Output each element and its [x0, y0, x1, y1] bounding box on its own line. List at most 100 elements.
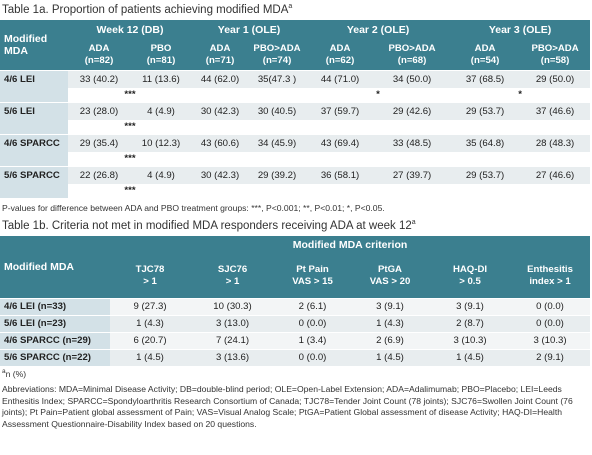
row-label: 4/6 SPARCC: [0, 133, 68, 152]
cell: 3 (9.1): [430, 297, 510, 315]
cell: 3 (13.0): [190, 314, 275, 332]
cell: 10 (30.3): [190, 297, 275, 315]
significance: [306, 183, 451, 198]
header-line: > 1: [225, 275, 240, 287]
significance: *: [450, 87, 591, 102]
header-line: ADA: [88, 42, 110, 54]
n-note: an (%): [2, 366, 587, 380]
cell: 33 (48.5): [374, 133, 451, 152]
significance-row: ***: [0, 151, 591, 166]
header-line: PBO: [150, 42, 172, 54]
cell: 23 (28.0): [68, 101, 130, 120]
cell: 33 (40.2): [68, 69, 130, 88]
header-line: PtGA: [378, 263, 402, 275]
criterion-header: TJC78 > 1: [110, 254, 190, 298]
cell: 0 (0.0): [510, 314, 591, 332]
significance: [306, 119, 451, 134]
cell: 37 (59.7): [306, 101, 375, 120]
significance: [450, 151, 591, 166]
criterion-header: SJC76 > 1: [190, 254, 275, 298]
row-label: 4/6 LEI (n=33): [0, 297, 110, 315]
significance: [192, 87, 307, 102]
cell: 44 (71.0): [306, 69, 375, 88]
abbreviations: Abbreviations: MDA=Minimal Disease Activ…: [2, 384, 573, 429]
cell: 22 (26.8): [68, 165, 130, 184]
row-label: 4/6 SPARCC (n=29): [0, 331, 110, 349]
cell: 27 (39.7): [374, 165, 451, 184]
cell: 4 (4.9): [130, 101, 193, 120]
header-line: > 1: [143, 275, 157, 287]
data-row: 4/6 SPARCC (n=29) 6 (20.7) 7 (24.1) 1 (3.4)…: [0, 331, 591, 349]
header-line: (n=62): [325, 54, 355, 66]
cell: 0 (0.0): [275, 314, 350, 332]
subheader-row: TJC78 > 1 SJC76 > 1 Pt Pain VAS > 15 PtGA VAS >…: [0, 254, 591, 298]
cell: 9 (27.3): [110, 297, 190, 315]
cell: 27 (46.6): [520, 165, 591, 184]
cell: 30 (40.5): [248, 101, 307, 120]
cell: 36 (58.1): [306, 165, 375, 184]
cell: 34 (45.9): [248, 133, 307, 152]
title-text: Table 1a. Proportion of patients achievi…: [2, 3, 289, 16]
header-line: ADA: [329, 42, 351, 54]
arm-header: PBO>ADA (n=68): [374, 40, 451, 70]
criterion-header: Enthesitis index > 1: [510, 254, 591, 298]
header-line: (n=71): [205, 54, 235, 66]
significance: ***: [68, 119, 193, 134]
criterion-header: Pt Pain VAS > 15: [275, 254, 350, 298]
data-row: 5/6 SPARCC 22 (26.8) 4 (4.9) 30 (42.3) 29 (3…: [0, 165, 591, 184]
significance: [192, 119, 307, 134]
cell: 11 (13.6): [130, 69, 193, 88]
row-label-spacer: [0, 87, 68, 102]
group-header: Week 12 (DB): [68, 20, 193, 40]
cell: 37 (46.6): [520, 101, 591, 120]
header-line: HAQ-DI: [452, 263, 488, 275]
cell: 3 (13.6): [190, 348, 275, 366]
title-superscript: a: [411, 219, 416, 226]
row-header: Modified MDA: [0, 20, 68, 70]
cell: 1 (4.5): [350, 348, 430, 366]
header-line: Enthesitis: [527, 263, 573, 275]
cell: 29 (39.2): [248, 165, 307, 184]
cell: 1 (4.3): [110, 314, 190, 332]
header-line: PBO>ADA: [531, 42, 579, 54]
header-line: VAS > 15: [292, 275, 333, 287]
cell: 6 (20.7): [110, 331, 190, 349]
arm-header: PBO>ADA (n=74): [248, 40, 307, 70]
cell: 44 (62.0): [192, 69, 249, 88]
significance: [450, 183, 591, 198]
header-row: Modified MDA Modified MDA criterion: [0, 236, 591, 298]
header-row: Modified MDA Week 12 (DB) Year 1 (OLE) Year…: [0, 20, 591, 70]
group-header: Year 1 (OLE): [192, 20, 307, 40]
header-line: (n=68): [397, 54, 427, 66]
cell: 29 (53.7): [450, 165, 521, 184]
table-1a: Modified MDA Week 12 (DB) Year 1 (OLE) Year…: [0, 20, 591, 198]
table-1a-footnote: P-values for difference between ADA and …: [2, 203, 385, 213]
cell: 1 (3.4): [275, 331, 350, 349]
table-1a-title: Table 1a. Proportion of patients achievi…: [2, 3, 292, 16]
row-label: 4/6 LEI: [0, 69, 68, 88]
note-text: n (%): [5, 368, 27, 379]
criterion-header: PtGA VAS > 20: [350, 254, 430, 298]
cell: 30 (42.3): [192, 101, 249, 120]
table-1b-title: Table 1b. Criteria not met in modified M…: [2, 219, 416, 232]
header-line: > 0.5: [459, 275, 481, 287]
group-header: Year 3 (OLE): [450, 20, 591, 40]
header-line: PBO>ADA: [253, 42, 301, 54]
row-header: Modified MDA: [0, 236, 110, 298]
row-label-spacer: [0, 151, 68, 166]
group-header: Year 2 (OLE): [306, 20, 451, 40]
cell: 1 (4.3): [350, 314, 430, 332]
cell: 7 (24.1): [190, 331, 275, 349]
significance: [192, 183, 307, 198]
cell: 3 (9.1): [350, 297, 430, 315]
cell: 1 (4.5): [430, 348, 510, 366]
cell: 29 (42.6): [374, 101, 451, 120]
header-line: (n=81): [146, 54, 176, 66]
cell: 10 (12.3): [130, 133, 193, 152]
row-label: 5/6 SPARCC (n=22): [0, 348, 110, 366]
cell: 2 (6.9): [350, 331, 430, 349]
arm-header: PBO>ADA (n=58): [520, 40, 591, 70]
cell: 0 (0.0): [510, 297, 591, 315]
significance: [306, 151, 451, 166]
